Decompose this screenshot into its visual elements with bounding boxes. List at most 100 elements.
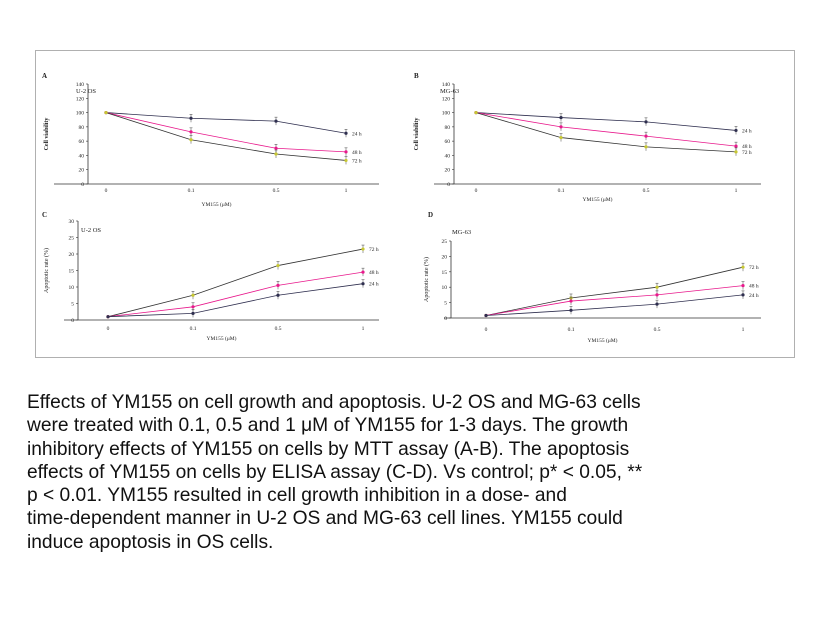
x-tick-label: 0 (475, 188, 478, 194)
data-point (644, 145, 648, 149)
data-point (104, 110, 108, 115)
x-tick-label: 1 (345, 188, 348, 194)
y-tick-label: 5 (71, 302, 74, 308)
caption-line: effects of YM155 on cells by ELISA assay… (27, 461, 643, 483)
y-tick-label: 10 (69, 285, 75, 291)
data-point (191, 311, 195, 315)
x-tick-label: 0.5 (273, 188, 280, 194)
x-tick-label: 0 (485, 327, 488, 333)
data-point (655, 285, 659, 289)
data-point (741, 284, 745, 288)
y-tick-label: 100 (76, 111, 85, 117)
data-point (189, 138, 193, 142)
y-tick-label: 100 (442, 111, 451, 117)
data-point (189, 130, 193, 134)
data-point (655, 302, 659, 306)
data-point (474, 110, 478, 115)
data-point (559, 135, 563, 140)
data-point (276, 283, 280, 287)
data-point (191, 305, 195, 309)
data-point (655, 293, 659, 297)
series-end-label: 24 h (742, 128, 752, 134)
y-tick-label: 120 (76, 96, 85, 102)
y-axis-label: Apoptotic rate (%) (43, 248, 50, 293)
y-tick-label: 140 (442, 82, 451, 88)
series-end-label: 48 h (352, 150, 362, 156)
caption-line: inhibitory effects of YM155 on cells by … (27, 438, 630, 460)
y-axis-label: Cell viability (414, 118, 420, 151)
series-line (107, 248, 364, 318)
figure-caption: Effects of YM155 on cell growth and apop… (27, 391, 817, 554)
figure-frame: A U-2 OS 0 20 40 60 80 100 120 140 0 0.1 0.5 1 YM155 (… (35, 50, 795, 358)
x-tick-label: 0 (107, 326, 110, 332)
data-point (191, 293, 195, 297)
x-axis-label: YM155 (μM) (583, 196, 613, 203)
y-tick-label: 60 (445, 139, 451, 145)
x-tick-label: 0.1 (568, 327, 575, 333)
x-tick-label: 0.5 (643, 188, 650, 194)
series-line (105, 112, 347, 153)
caption-line: time-dependent manner in U-2 OS and MG-6… (27, 508, 623, 530)
y-tick-label: 120 (442, 96, 451, 102)
series-line (107, 283, 364, 318)
x-tick-label: 1 (735, 188, 738, 194)
y-tick-label: 80 (445, 125, 451, 131)
y-tick-label: 5 (444, 301, 447, 307)
x-tick-label: 0.1 (190, 326, 197, 332)
panel-letter: B (414, 72, 419, 80)
y-tick-label: 0 (444, 316, 447, 322)
y-tick-label: 80 (79, 125, 85, 131)
series-line (475, 112, 737, 131)
caption-line: Effects of YM155 on cell growth and apop… (27, 392, 641, 413)
data-point (344, 158, 348, 163)
x-tick-label: 1 (362, 326, 365, 332)
data-point (344, 150, 348, 154)
y-tick-label: 25 (442, 239, 448, 245)
x-tick-label: 0.1 (558, 188, 565, 194)
x-tick-label: 0.1 (188, 188, 195, 194)
series-line (485, 294, 744, 316)
data-point (361, 282, 365, 286)
data-point (484, 313, 488, 318)
x-axis-label: YM155 (μM) (202, 201, 232, 208)
series-end-label: 24 h (369, 282, 379, 288)
x-axis-label: YM155 (μM) (588, 337, 618, 344)
series-end-label: 24 h (352, 131, 362, 137)
series-line (107, 271, 364, 318)
panel-title: MG-63 (440, 88, 459, 95)
y-tick-label: 20 (442, 254, 448, 260)
y-tick-label: 60 (79, 139, 85, 145)
y-tick-label: 10 (442, 285, 448, 291)
series-line (105, 112, 347, 134)
panel-title: U-2 OS (76, 88, 96, 95)
caption-line: were treated with 0.1, 0.5 and 1 μM of Y… (27, 415, 629, 437)
data-point (361, 247, 365, 251)
series-end-label: 48 h (749, 284, 759, 290)
panel-letter: C (42, 211, 47, 219)
panel-letter: A (42, 72, 47, 80)
data-point (361, 270, 365, 274)
y-tick-label: 40 (79, 153, 85, 159)
data-point (274, 152, 278, 156)
caption-line: p < 0.01. YM155 resulted in cell growth … (27, 485, 567, 507)
data-point (569, 308, 573, 312)
data-point (559, 115, 563, 120)
data-point (344, 131, 348, 135)
data-point (644, 134, 648, 138)
data-point (734, 128, 738, 133)
data-point (189, 116, 193, 120)
data-point (741, 293, 745, 297)
panel-title: MG-63 (452, 229, 471, 236)
panel-title: U-2 OS (81, 227, 101, 234)
y-tick-label: 25 (69, 236, 75, 242)
data-point (569, 299, 573, 303)
y-tick-label: 0 (447, 182, 450, 188)
series-end-label: 72 h (749, 265, 759, 271)
y-axis-label: Cell viability (44, 118, 50, 151)
series-line (475, 112, 737, 153)
data-point (734, 150, 738, 154)
data-point (274, 119, 278, 123)
data-point (644, 120, 648, 124)
data-point (274, 146, 278, 150)
